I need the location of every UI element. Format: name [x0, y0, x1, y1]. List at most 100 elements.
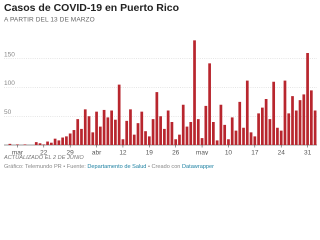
bar: [264, 99, 268, 145]
bar: [140, 111, 144, 145]
bar: [298, 100, 302, 145]
bar: [181, 104, 185, 145]
bar: [279, 130, 283, 145]
bar: [287, 113, 291, 145]
bar: [302, 94, 306, 145]
tool-link[interactable]: Datawrapper: [181, 164, 215, 170]
chart-subtitle: A PARTIR DEL 13 DE MARZO: [4, 17, 95, 24]
bar: [102, 109, 106, 145]
bar: [189, 122, 193, 145]
x-tick-label: abr: [92, 150, 102, 155]
bar: [170, 122, 174, 145]
bar: [306, 53, 309, 145]
bar: [245, 80, 249, 145]
bar: [253, 136, 257, 145]
bar: [87, 116, 91, 145]
bar: [204, 105, 208, 145]
bar: [61, 137, 64, 145]
x-tick-label: 24: [278, 150, 286, 155]
page: {"chart_data": { "type": "bar", "title":…: [4, 1, 317, 170]
bar: [219, 104, 223, 145]
bar: [42, 144, 46, 145]
bar: [53, 138, 57, 145]
bar: [144, 131, 147, 145]
bar: [174, 139, 178, 145]
bar: [129, 109, 132, 145]
bar: [234, 130, 238, 145]
bar: [200, 138, 204, 145]
bar: [83, 109, 87, 145]
bar: [268, 119, 272, 145]
bar: [227, 139, 230, 145]
x-tick-label: 29: [67, 150, 75, 155]
x-tick-label: 17: [251, 150, 259, 155]
bar: [309, 90, 313, 145]
notes: ACTUALIZADO EL 2 DE JUNIO: [4, 155, 84, 161]
bar: [272, 81, 276, 145]
bar: [223, 124, 227, 145]
bar: [155, 92, 159, 145]
bar: [68, 133, 72, 145]
bar: [257, 113, 260, 145]
source-link[interactable]: Departamento de Salud: [87, 164, 147, 170]
bar: [215, 140, 219, 145]
bar: [65, 136, 68, 145]
bar: [178, 134, 181, 145]
bar: [151, 119, 155, 145]
bar: [249, 132, 253, 145]
bar: [193, 40, 196, 145]
bar: [283, 80, 287, 145]
bar: [132, 134, 136, 145]
x-tick-label: 26: [172, 150, 180, 155]
bar: [34, 142, 38, 145]
x-tick-label: 19: [146, 150, 154, 155]
bar: [208, 63, 211, 145]
bar: [98, 126, 102, 145]
bar: [23, 144, 27, 145]
bar: [114, 119, 117, 145]
bar: [291, 96, 294, 145]
bar: [57, 140, 61, 145]
bar: [294, 110, 298, 145]
bar: [95, 111, 98, 145]
bar: [185, 126, 189, 145]
bar: [147, 136, 151, 145]
bar: [8, 143, 12, 145]
bar: [72, 130, 76, 145]
bar: [125, 120, 129, 145]
bar: [238, 101, 242, 145]
bar: [136, 123, 140, 145]
bar: [276, 127, 279, 145]
x-tick-label: mar: [12, 150, 24, 155]
x-tick-label: 10: [225, 150, 233, 155]
bar: [121, 139, 125, 145]
bar: [76, 119, 80, 145]
source-line: Gráfico: Telemundo PR • Fuente: Departam…: [4, 164, 214, 170]
y-tick-label: 50: [4, 109, 12, 116]
bar: [159, 116, 162, 145]
x-tick-label: may: [196, 150, 209, 155]
x-tick-label: 31: [304, 150, 312, 155]
bar: [196, 119, 200, 145]
bar: [110, 110, 113, 145]
bar: [91, 132, 95, 145]
tool-label: • Creado con: [147, 164, 181, 170]
y-tick-label: 100: [4, 80, 15, 87]
bar: [46, 141, 49, 145]
bar: [163, 128, 166, 145]
x-tick-label: 12: [119, 150, 127, 155]
chart-title: Casos de COVID-19 en Puerto Rico: [4, 2, 179, 14]
bar: [313, 110, 317, 145]
bar: [117, 84, 121, 145]
bar: [166, 110, 170, 145]
y-tick-label: 150: [4, 51, 15, 58]
bar: [80, 128, 83, 145]
bar: [212, 122, 215, 145]
credit: Gráfico: Telemundo PR • Fuente:: [4, 164, 86, 170]
bar: [230, 117, 234, 145]
x-tick-label: 22: [40, 150, 48, 155]
bar: [261, 107, 264, 145]
chart: Casos de COVID-19 en Puerto Rico A PARTI…: [4, 2, 317, 155]
bar: [49, 142, 53, 145]
bar: [16, 144, 19, 145]
